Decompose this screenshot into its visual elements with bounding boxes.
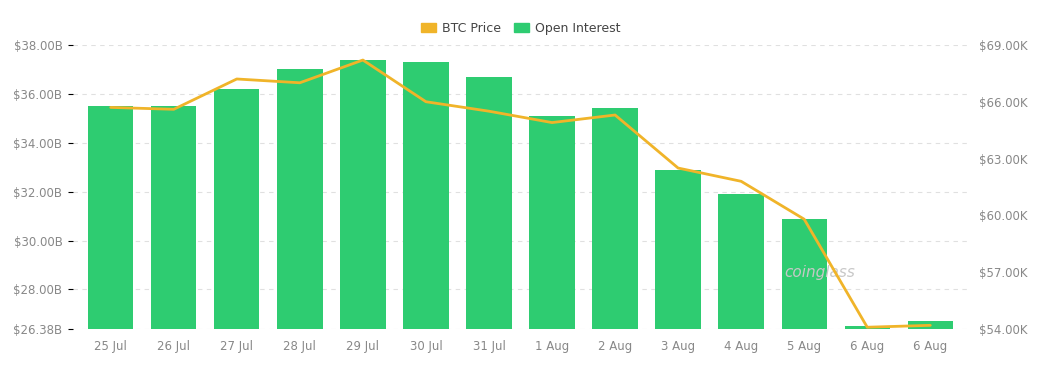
Bar (88, 106, 133, 329)
Bar (908, 321, 953, 329)
Bar (529, 116, 575, 329)
Text: coinglass: coinglass (785, 265, 856, 280)
Bar (466, 77, 512, 329)
Bar (656, 170, 701, 329)
Bar (403, 62, 449, 329)
Bar (340, 59, 385, 329)
Legend: BTC Price, Open Interest: BTC Price, Open Interest (415, 17, 626, 40)
Bar (782, 218, 827, 329)
Bar (718, 194, 764, 329)
Bar (592, 108, 638, 329)
Bar (151, 106, 197, 329)
Bar (844, 326, 890, 329)
Bar (277, 69, 323, 329)
Bar (214, 89, 259, 329)
